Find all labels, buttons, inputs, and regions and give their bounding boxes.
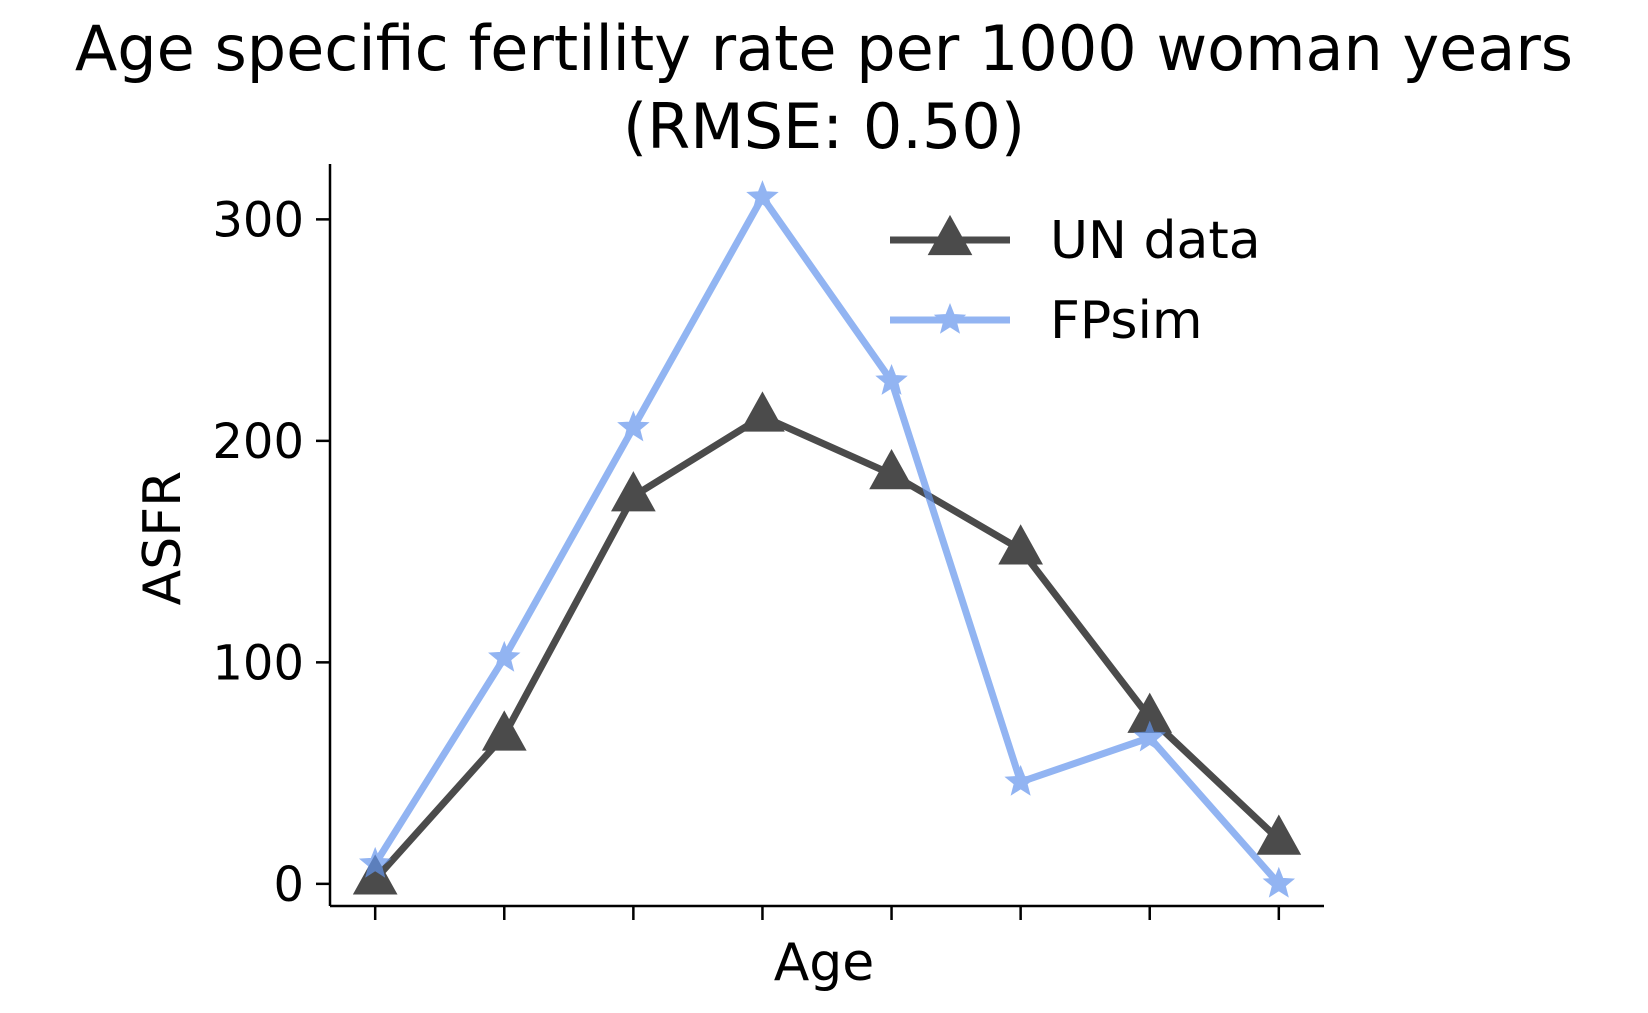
legend-item: UN data xyxy=(890,211,1261,271)
data-point xyxy=(998,524,1043,565)
data-point xyxy=(611,471,656,512)
axes: 0 100 200 300 xyxy=(212,164,1324,920)
legend-marker xyxy=(933,302,967,334)
data-point xyxy=(875,364,908,395)
legend-label: UN data xyxy=(1050,211,1261,271)
series-line xyxy=(372,413,1282,882)
legend-marker xyxy=(927,214,973,256)
data-point xyxy=(617,410,650,442)
data-point xyxy=(358,846,392,878)
data-point xyxy=(740,391,785,432)
x-axis-label: Age xyxy=(774,933,875,993)
legend-item: FPsim xyxy=(890,291,1203,351)
legend-swatch xyxy=(890,214,1010,256)
data-point xyxy=(1004,764,1037,796)
chart-subtitle: (RMSE: 0.50) xyxy=(623,90,1025,163)
data-point xyxy=(488,640,521,672)
y-tick-label: 300 xyxy=(212,192,304,248)
legend: UN data FPsim xyxy=(890,211,1261,351)
data-point xyxy=(1262,866,1296,898)
data-point xyxy=(1133,720,1166,752)
data-point xyxy=(481,710,527,751)
data-point xyxy=(869,449,914,490)
series-line xyxy=(372,193,1282,887)
y-axis-label: ASFR xyxy=(133,471,193,606)
series-0 xyxy=(352,391,1302,895)
data-point xyxy=(352,854,398,895)
legend-swatch xyxy=(890,302,1010,334)
data-point xyxy=(746,180,779,212)
series-layer xyxy=(352,180,1302,898)
y-tick-label: 100 xyxy=(212,635,304,691)
y-tick-label: 200 xyxy=(212,414,304,470)
chart-title: Age specific fertility rate per 1000 wom… xyxy=(75,12,1573,85)
y-tick-label: 0 xyxy=(273,857,304,913)
legend-label: FPsim xyxy=(1050,291,1203,351)
data-point xyxy=(1256,814,1302,855)
series-1 xyxy=(358,180,1296,898)
